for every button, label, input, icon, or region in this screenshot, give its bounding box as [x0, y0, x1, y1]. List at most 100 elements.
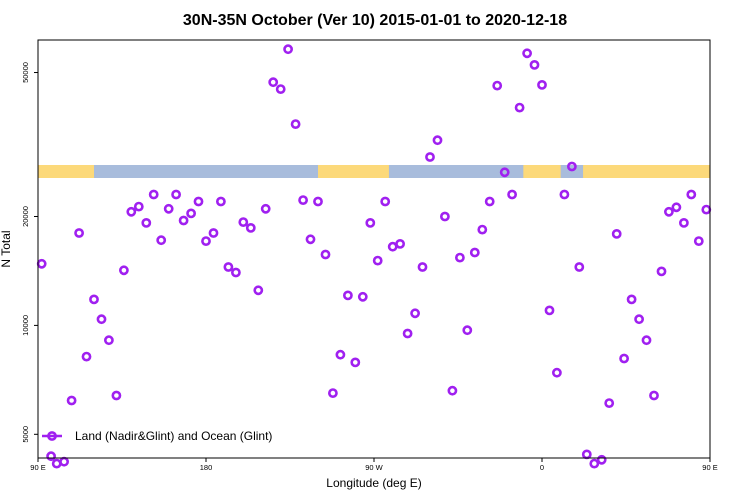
data-point — [410, 308, 420, 319]
data-point — [327, 388, 338, 398]
x-tick-label: 90 E — [702, 463, 717, 472]
data-point — [567, 161, 577, 172]
land-segment — [38, 165, 94, 178]
data-point — [432, 135, 443, 146]
data-point — [454, 252, 465, 263]
x-tick-label: 0 — [540, 463, 544, 472]
data-point — [133, 201, 144, 212]
y-tick-label: 10000 — [21, 315, 30, 336]
data-point — [141, 217, 152, 228]
data-point — [507, 189, 517, 200]
data-point — [119, 265, 129, 276]
data-point — [537, 80, 547, 90]
data-point — [298, 195, 308, 205]
data-point — [156, 235, 167, 246]
data-point — [693, 236, 704, 246]
data-point — [447, 385, 458, 396]
data-point — [96, 314, 107, 325]
data-point — [596, 454, 607, 465]
y-tick-label: 20000 — [21, 206, 30, 227]
land-ocean-band — [38, 165, 710, 178]
data-points — [36, 44, 712, 469]
data-point — [462, 325, 473, 336]
data-point — [283, 44, 293, 55]
data-point — [104, 335, 114, 346]
data-point — [417, 262, 428, 272]
data-point — [126, 206, 137, 217]
data-point — [701, 204, 712, 215]
x-axis-label: Longitude (deg E) — [326, 476, 421, 490]
data-point — [469, 247, 480, 258]
x-axis-ticks: 90 E 180 90 W 0 90 E — [30, 458, 718, 472]
data-point — [305, 234, 316, 245]
data-point — [559, 189, 570, 200]
data-point — [260, 203, 271, 214]
data-point — [492, 80, 503, 91]
y-axis-label: N Total — [0, 230, 13, 267]
data-point — [581, 449, 592, 460]
data-point — [89, 294, 99, 305]
data-point — [81, 351, 92, 362]
land-segment — [318, 165, 389, 178]
data-point — [664, 206, 674, 217]
data-point — [522, 48, 532, 59]
data-point — [514, 102, 525, 113]
plot-frame — [37, 39, 711, 459]
data-point — [529, 60, 540, 70]
x-tick-label: 180 — [200, 463, 213, 472]
chart-title: 30N-35N October (Ver 10) 2015-01-01 to 2… — [183, 12, 567, 29]
legend: Land (Nadir&Glint) and Ocean (Glint) — [42, 429, 272, 443]
data-point — [223, 262, 234, 272]
land-segment — [523, 165, 561, 178]
data-point — [484, 196, 495, 207]
data-point — [335, 349, 346, 360]
data-point — [230, 267, 241, 278]
data-point — [402, 328, 413, 339]
y-tick-label: 50000 — [21, 62, 30, 83]
x-tick-label: 90 E — [30, 463, 45, 472]
y-tick-label: 5000 — [21, 426, 30, 443]
data-point — [365, 217, 376, 228]
data-point — [611, 228, 622, 239]
data-point — [275, 84, 286, 94]
data-point — [439, 211, 450, 222]
data-point — [46, 451, 56, 462]
data-point — [477, 224, 488, 235]
data-point — [574, 262, 585, 272]
data-point — [686, 189, 697, 200]
data-point — [253, 285, 264, 296]
data-point — [499, 167, 510, 178]
y-axis-ticks: 5000 10000 20000 50000 — [21, 62, 38, 443]
data-point — [619, 353, 629, 364]
data-point — [208, 228, 219, 238]
data-point — [604, 398, 615, 408]
data-point — [679, 217, 689, 228]
data-point — [215, 196, 226, 207]
data-point — [51, 458, 62, 469]
data-point — [320, 249, 331, 260]
data-point — [148, 189, 159, 200]
legend-label: Land (Nadir&Glint) and Ocean (Glint) — [75, 429, 272, 443]
data-point — [245, 222, 256, 233]
data-point — [357, 291, 368, 302]
data-point — [626, 294, 637, 305]
data-point — [425, 152, 435, 162]
data-point — [342, 290, 353, 301]
data-point — [649, 390, 659, 401]
data-point — [671, 202, 682, 213]
data-point — [350, 357, 361, 368]
data-point — [186, 208, 196, 219]
data-point — [313, 196, 323, 207]
data-point — [372, 255, 383, 266]
x-tick-label: 90 W — [365, 463, 383, 472]
data-point — [641, 335, 652, 346]
data-point — [201, 236, 211, 246]
data-point — [193, 196, 204, 207]
data-point — [634, 314, 644, 325]
data-point — [59, 456, 69, 467]
land-segment — [583, 165, 710, 178]
data-point — [66, 395, 77, 406]
data-point — [268, 77, 279, 88]
data-point — [589, 458, 600, 469]
